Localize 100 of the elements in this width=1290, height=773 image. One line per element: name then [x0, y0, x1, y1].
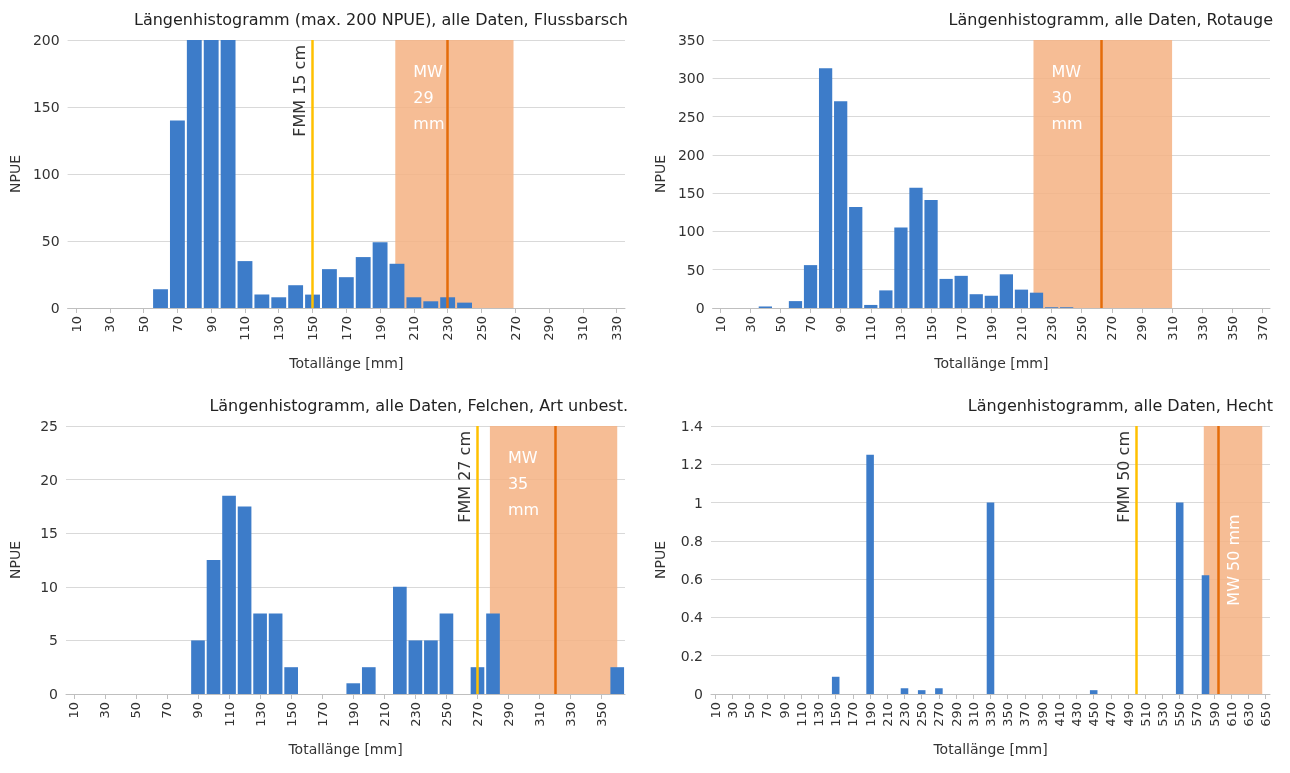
- y-tick-label: 15: [40, 525, 58, 542]
- y-tick-label: 200: [32, 32, 60, 48]
- chart-title: Längenhistogramm (max. 200 NPUE), alle Daten, Flussbarsch: [134, 9, 628, 29]
- x-tick-label: 150: [283, 702, 299, 727]
- x-tick-label: 90: [776, 702, 792, 719]
- x-tick-label: 110: [221, 702, 237, 727]
- x-tick-label: 230: [440, 316, 456, 341]
- x-tick-label: 610: [1223, 702, 1239, 727]
- x-tick-label: 210: [376, 702, 392, 727]
- x-tick-label: 10: [68, 316, 84, 333]
- band-label: MW 35 mm: [507, 447, 543, 519]
- x-tick-label: 150: [305, 316, 321, 341]
- x-tick-label: 250: [914, 702, 930, 727]
- x-tick-label: 330: [1194, 316, 1210, 341]
- x-tick-label: 50: [772, 316, 788, 333]
- x-tick-label: 90: [203, 316, 219, 333]
- x-tick-label: 30: [742, 316, 758, 333]
- x-tick-label: 230: [1044, 316, 1060, 341]
- y-tick-label: 100: [677, 223, 705, 240]
- y-tick-label: 0: [695, 300, 705, 316]
- x-tick-label: 70: [803, 316, 819, 333]
- x-tick-label: 230: [897, 702, 912, 727]
- y-tick-label: 0.4: [680, 609, 704, 626]
- x-tick-label: 170: [338, 316, 354, 341]
- y-tick-label: 0.2: [680, 647, 703, 664]
- x-tick-label: 130: [893, 316, 909, 341]
- x-tick-label: 290: [501, 702, 517, 727]
- band-label: MW 29 mm: [413, 61, 449, 133]
- x-tick-label: 630: [1241, 702, 1256, 727]
- y-tick-label: 250: [677, 108, 705, 125]
- x-tick-label: 270: [469, 702, 485, 727]
- x-tick-label: 370: [1017, 702, 1033, 727]
- x-tick-label: 550: [1172, 702, 1188, 727]
- x-tick-label: 190: [983, 316, 999, 341]
- x-tick-label: 30: [97, 702, 113, 719]
- x-tick-label: 510: [1137, 702, 1153, 727]
- x-tick-label: 190: [372, 316, 388, 341]
- ref-line-label: FMM 15 cm: [290, 45, 310, 137]
- y-tick-label: 1: [694, 494, 703, 511]
- y-tick-label: 300: [677, 70, 705, 87]
- y-tick-label: 50: [686, 261, 705, 278]
- ref-line-label: FMM 50 cm: [1114, 431, 1134, 523]
- x-tick-label: 110: [863, 316, 879, 341]
- x-tick-label: 110: [237, 316, 253, 341]
- y-axis-title: NPUE: [652, 540, 668, 580]
- x-tick-label: 170: [953, 316, 969, 341]
- y-tick-label: 150: [32, 99, 60, 115]
- y-tick-label: 1.2: [680, 456, 703, 473]
- x-tick-label: 650: [1258, 702, 1274, 727]
- x-tick-label: 350: [1000, 702, 1016, 727]
- x-tick-label: 410: [1051, 702, 1067, 727]
- x-axis-title: Totallänge [mm]: [287, 741, 403, 757]
- x-tick-label: 50: [128, 702, 144, 719]
- x-tick-label: 50: [136, 316, 152, 333]
- chart-title: Längenhistogramm, alle Daten, Felchen, Art unbest.: [209, 395, 629, 415]
- x-tick-label: 290: [1134, 316, 1150, 341]
- y-tick-label: 150: [677, 185, 705, 202]
- x-tick-label: 350: [1224, 316, 1240, 341]
- x-tick-label: 230: [407, 702, 423, 727]
- x-tick-label: 190: [345, 702, 361, 727]
- x-tick-label: 270: [1104, 316, 1120, 341]
- y-axis-title: NPUE: [7, 154, 23, 194]
- y-tick-label: 1.4: [680, 418, 704, 434]
- x-tick-label: 130: [811, 702, 826, 727]
- x-tick-label: 70: [759, 702, 775, 719]
- y-tick-label: 20: [40, 471, 58, 488]
- x-tick-label: 330: [563, 702, 579, 727]
- x-tick-label: 110: [793, 702, 809, 727]
- x-tick-label: 330: [609, 316, 625, 341]
- x-tick-label: 130: [271, 316, 287, 341]
- x-axis-title: Totallänge [mm]: [932, 741, 1048, 757]
- y-tick-label: 100: [32, 166, 60, 182]
- y-tick-label: 10: [40, 578, 58, 595]
- x-tick-label: 10: [707, 702, 723, 719]
- x-tick-label: 250: [1074, 316, 1090, 341]
- y-tick-label: 0: [50, 300, 60, 316]
- y-axis-title: NPUE: [7, 540, 23, 580]
- band-label: MW 50 mm: [1223, 514, 1243, 606]
- x-tick-label: 310: [1164, 316, 1180, 341]
- x-tick-label: 190: [862, 702, 878, 727]
- y-tick-label: 50: [41, 233, 60, 249]
- y-axis-title: NPUE: [652, 154, 668, 194]
- x-tick-label: 210: [1013, 316, 1029, 341]
- x-tick-label: 30: [725, 702, 740, 719]
- y-tick-label: 25: [40, 418, 58, 434]
- x-tick-label: 470: [1103, 702, 1119, 727]
- x-tick-label: 430: [1069, 702, 1084, 727]
- x-tick-label: 90: [833, 316, 849, 333]
- x-tick-label: 310: [575, 316, 591, 341]
- x-tick-label: 150: [923, 316, 939, 341]
- y-tick-label: 350: [677, 32, 705, 48]
- x-tick-label: 250: [438, 702, 454, 727]
- x-axis-title: Totallänge [mm]: [933, 355, 1049, 371]
- y-tick-label: 5: [49, 632, 58, 649]
- x-tick-label: 590: [1206, 702, 1222, 727]
- x-tick-label: 170: [314, 702, 330, 727]
- x-tick-label: 350: [594, 702, 610, 727]
- x-tick-label: 270: [507, 316, 523, 341]
- x-tick-label: 10: [712, 316, 728, 333]
- x-tick-label: 310: [532, 702, 548, 727]
